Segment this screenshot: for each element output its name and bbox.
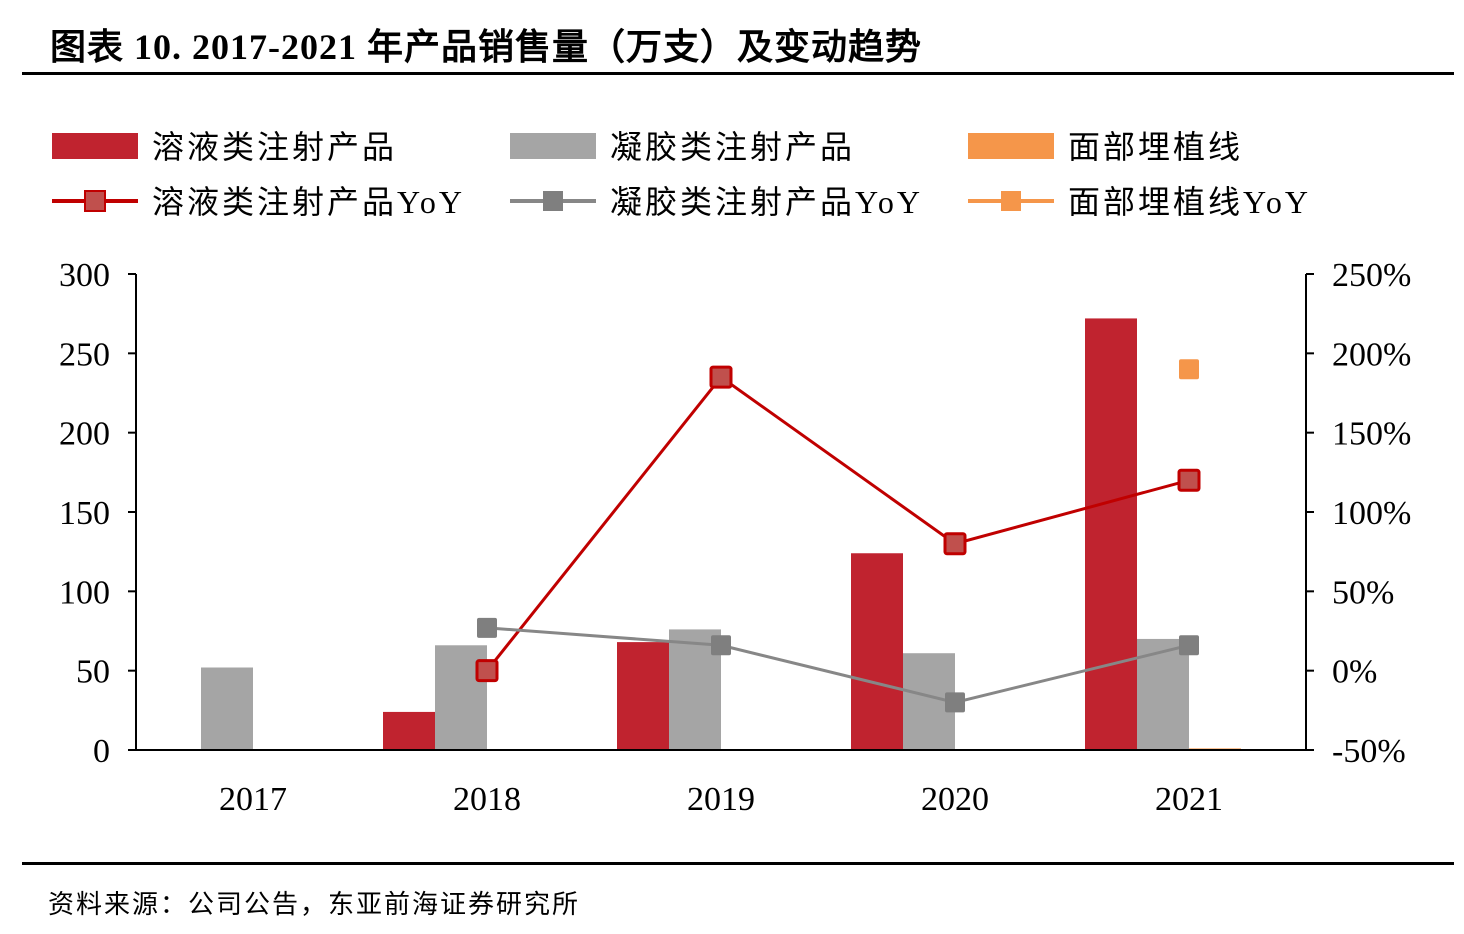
legend-swatch-marker [84,190,106,212]
legend-swatch-bar [510,133,596,159]
source-note: 资料来源：公司公告，东亚前海证券研究所 [48,890,581,919]
line-series-0 [485,375,1190,672]
right-tick-label: 0% [1332,654,1377,691]
bar-2021-s0 [1085,318,1137,750]
marker-s0 [709,365,733,389]
right-tick-label: 250% [1332,257,1411,294]
footer-rule [22,862,1454,865]
chart-title: 图表 10. 2017-2021 年产品销售量（万支）及变动趋势 [50,27,922,67]
right-tick-label: 200% [1332,336,1411,373]
left-tick-label: 0 [93,733,110,770]
right-tick-label: 50% [1332,574,1394,611]
bar-2017-s1 [201,667,253,750]
marker-s1 [477,617,497,638]
left-tick-label: 300 [59,257,110,294]
marker-s1 [945,692,965,713]
legend-label: 溶液类注射产品 [152,129,397,165]
left-tick-label: 200 [59,416,110,453]
legend-swatch-marker [1001,191,1021,211]
x-tick-label: 2020 [921,781,989,818]
legend-swatch-bar [52,133,138,159]
marker-s2 [1179,359,1199,380]
marker-s1 [1179,635,1199,656]
marker-s1 [711,635,731,656]
right-tick-label: 150% [1332,416,1411,453]
legend-label: 凝胶类注射产品 [610,129,855,165]
marker-s0 [475,659,499,683]
bar-2020-s0 [851,553,903,750]
line-series-1 [486,626,1190,704]
legend-label: 凝胶类注射产品YoY [610,184,923,220]
x-tick-label: 2021 [1155,781,1223,818]
bar-2021-s1 [1137,638,1189,750]
legend-label: 溶液类注射产品YoY [152,184,465,220]
x-tick-label: 2019 [687,781,755,818]
legend-swatch-marker [543,191,563,211]
left-tick-label: 150 [59,495,110,532]
x-tick-label: 2017 [219,781,287,818]
left-tick-label: 50 [76,654,110,691]
x-tick-label: 2018 [453,781,521,818]
title-rule [22,72,1454,75]
legend-label: 面部埋植线YoY [1068,184,1311,220]
left-tick-label: 100 [59,574,110,611]
legend-label: 面部埋植线 [1068,129,1243,165]
right-tick-label: -50% [1332,733,1406,770]
left-tick-label: 250 [59,336,110,373]
bar-2018-s0 [383,711,435,750]
bar-2019-s0 [617,642,669,750]
legend-swatch-bar [968,133,1054,159]
right-tick-label: 100% [1332,495,1411,532]
marker-s0 [1177,468,1201,492]
marker-s0 [943,532,967,556]
